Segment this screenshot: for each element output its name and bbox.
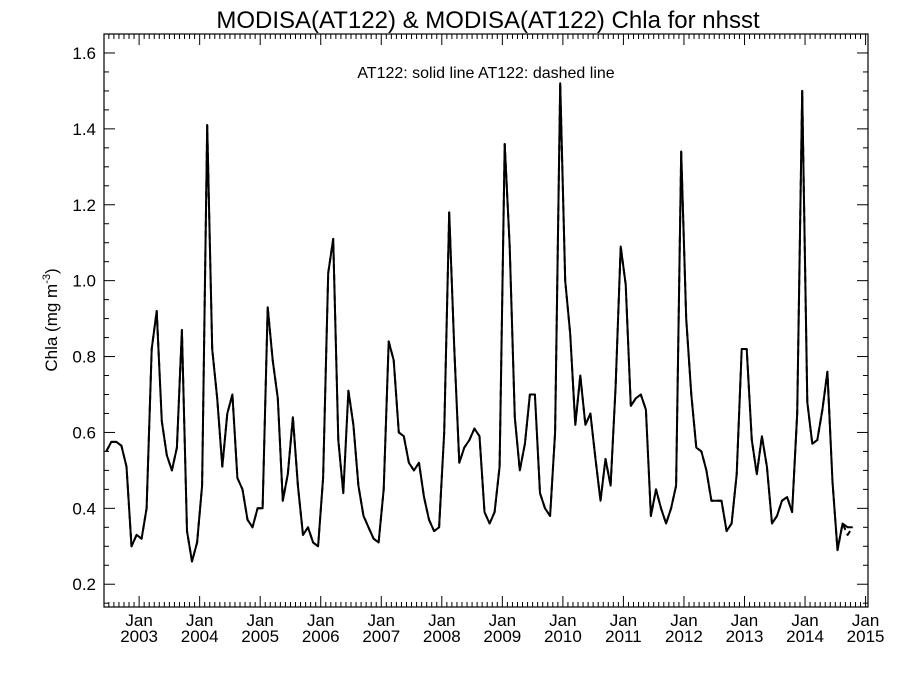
plot-area: 0.20.40.60.81.01.21.41.6 Jan2003Jan2004J… xyxy=(72,33,885,646)
x-tick-year-label: 2005 xyxy=(241,627,279,646)
x-tick-year-label: 2003 xyxy=(120,627,158,646)
x-tick-year-label: 2009 xyxy=(483,627,521,646)
x-axis-ticks: Jan2003Jan2004Jan2005Jan2006Jan2007Jan20… xyxy=(108,34,885,646)
x-tick-month-label: Jan xyxy=(549,611,576,630)
legend-annotation: AT122: solid line AT122: dashed line xyxy=(357,65,614,82)
x-tick-month-label: Jan xyxy=(731,611,758,630)
x-tick-year-label: 2011 xyxy=(605,627,642,646)
series-line-solid xyxy=(105,82,853,563)
y-axis-label: Chla (mg m-3) xyxy=(41,268,61,371)
x-tick-month-label: Jan xyxy=(428,611,455,630)
y-tick-label: 1.4 xyxy=(72,120,96,139)
x-tick-year-label: 2010 xyxy=(544,627,582,646)
x-tick-month-label: Jan xyxy=(791,611,818,630)
y-tick-label: 0.4 xyxy=(72,499,96,518)
x-tick-year-label: 2015 xyxy=(847,627,885,646)
x-tick-year-label: 2014 xyxy=(786,627,824,646)
x-tick-year-label: 2006 xyxy=(302,627,340,646)
x-tick-month-label: Jan xyxy=(307,611,334,630)
x-tick-year-label: 2004 xyxy=(181,627,219,646)
x-tick-month-label: Jan xyxy=(246,611,273,630)
x-tick-year-label: 2008 xyxy=(423,627,461,646)
y-axis-label-superscript: -3 xyxy=(41,274,53,284)
y-tick-label: 1.2 xyxy=(72,196,96,215)
x-tick-year-label: 2007 xyxy=(362,627,400,646)
x-tick-month-label: Jan xyxy=(852,611,879,630)
x-tick-month-label: Jan xyxy=(125,611,152,630)
x-tick-month-label: Jan xyxy=(368,611,395,630)
y-axis-ticks: 0.2 0.4 0.6 0.8 1.0 1.2 1.4 1.6 xyxy=(72,33,868,604)
y-tick-label: 0.6 xyxy=(72,423,96,442)
series-layer xyxy=(105,82,854,563)
x-tick-month-label: Jan xyxy=(610,611,637,630)
chart-title: MODISA(AT122) & MODISA(AT122) Chla for n… xyxy=(216,7,760,34)
y-axis-label-main: Chla (mg m xyxy=(42,284,61,372)
y-tick-label: 1.6 xyxy=(72,44,96,63)
x-tick-year-label: 2013 xyxy=(726,627,764,646)
plot-frame xyxy=(103,33,869,608)
y-tick-label: 1.0 xyxy=(72,272,96,291)
y-tick-label: 0.2 xyxy=(72,575,96,594)
series-line-dashed xyxy=(105,82,854,563)
x-tick-month-label: Jan xyxy=(489,611,516,630)
x-tick-month-label: Jan xyxy=(186,611,213,630)
y-axis-label-close: ) xyxy=(42,268,61,274)
x-tick-year-label: 2012 xyxy=(665,627,703,646)
x-tick-month-label: Jan xyxy=(670,611,697,630)
y-tick-label: 0.8 xyxy=(72,348,96,367)
